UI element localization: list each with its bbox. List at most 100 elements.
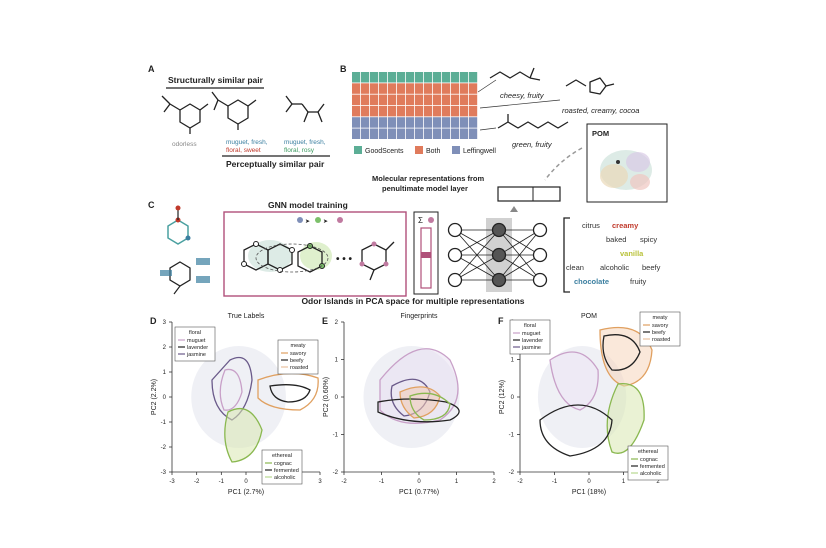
network-edge	[454, 254, 500, 281]
waffle-cell	[361, 105, 370, 117]
y-tick-label: 0	[335, 395, 339, 401]
legend-box	[627, 445, 669, 481]
molecule-cheesy-fruity	[489, 67, 541, 81]
readout-node	[428, 217, 434, 223]
odor-island-contour	[224, 407, 263, 463]
waffle-cell	[388, 72, 397, 83]
pom-inset-label: POM	[592, 129, 609, 138]
odor-island-contour	[599, 326, 653, 387]
waffle-cell	[352, 128, 361, 139]
plot-title: POM	[581, 313, 597, 320]
up-arrow	[510, 206, 518, 212]
y-tick-label: -1	[509, 433, 515, 439]
waffle-cell	[406, 105, 415, 117]
waffle-cell	[451, 72, 460, 83]
odor-island-contour	[379, 348, 459, 424]
legend-item: jasmine	[186, 352, 206, 358]
waffle-cell	[379, 72, 388, 83]
panel-b-legend: GoodScents Both Leffingwell	[354, 146, 496, 155]
legend-item: cognac	[274, 461, 292, 467]
network-edge	[498, 229, 541, 281]
waffle-cell	[406, 117, 415, 128]
molecule-muguet-sweet	[211, 91, 257, 130]
odor-word: creamy	[612, 221, 639, 230]
network-edge	[454, 229, 500, 281]
x-tick-label: 2	[656, 479, 660, 485]
molecule-odorless	[161, 95, 209, 134]
odor-island-contour	[602, 334, 641, 371]
representation-title-2: penultimate model layer	[382, 184, 468, 193]
waffle-cell	[451, 117, 460, 128]
molecule-muguet-sweet-line1-word: muguet, fresh,	[226, 139, 268, 146]
waffle-cell	[460, 117, 469, 128]
odor-word: chocolate	[574, 277, 609, 286]
y-tick-label: 0	[511, 395, 515, 401]
legend-label: Both	[426, 148, 441, 155]
x-tick-label: 1	[455, 479, 459, 485]
waffle-cell	[469, 94, 478, 106]
waffle-cell	[361, 117, 370, 128]
legend-box	[174, 326, 216, 362]
waffle-cell	[361, 72, 370, 83]
legend-item: roasted	[290, 365, 308, 371]
ellipsis-dots: • • •	[336, 254, 353, 265]
x-tick-label: -2	[341, 479, 347, 485]
waffle-cell	[424, 94, 433, 106]
waffle-cell	[397, 117, 406, 128]
odor-word: vanilla	[620, 249, 644, 258]
message-passing-ellipse	[255, 243, 329, 273]
legend-title: floral	[189, 330, 201, 336]
y-tick-label: -1	[161, 420, 167, 426]
odor-word: citrus	[582, 221, 600, 230]
waffle-cell	[379, 117, 388, 128]
waffle-cell	[388, 128, 397, 139]
y-axis-label: PC2 (2.2%)	[151, 379, 158, 415]
y-tick-label: -2	[509, 470, 515, 476]
waffle-cell	[451, 83, 460, 94]
y-tick-label: 0	[163, 395, 167, 401]
odor-word: fruity	[630, 277, 647, 286]
sum-symbol: Σ	[418, 216, 423, 225]
legend-item: jasmine	[521, 345, 541, 351]
legend-item: beefy	[652, 330, 666, 336]
waffle-cell	[433, 105, 442, 117]
x-axis-label: PC1 (2.7%)	[228, 489, 264, 496]
pca-plot-e: E Fingerprints -2 -1 0 1 2 2 1 0 -1 -2 PC1 (0.77%) PC…	[322, 313, 496, 496]
legend-item: savory	[290, 351, 306, 357]
pom-dashed-arrow	[544, 147, 583, 181]
waffle-cell	[424, 83, 433, 94]
waffle-cell	[460, 105, 469, 117]
waffle-cell	[415, 72, 424, 83]
odor-island-contour	[549, 351, 599, 411]
waffle-cell	[433, 117, 442, 128]
odor-word: baked	[606, 235, 626, 244]
panel-a: A Structurally similar pair odorless mug…	[148, 64, 330, 169]
label-green-fruity: green, fruity	[512, 140, 553, 149]
network-edge	[498, 254, 541, 281]
waffle-cell	[379, 128, 388, 139]
waffle-cell	[460, 94, 469, 106]
legend-box	[509, 319, 551, 355]
odor-island-contour	[211, 356, 253, 421]
y-tick-label: -1	[333, 433, 339, 439]
waffle-cell	[406, 128, 415, 139]
plot-letter: D	[150, 316, 157, 326]
y-tick-label: 1	[511, 358, 515, 364]
x-tick-label: 2	[492, 479, 496, 485]
x-tick-label: -1	[379, 479, 385, 485]
waffle-cell	[415, 83, 424, 94]
y-tick-label: -3	[161, 470, 167, 476]
waffle-cell	[352, 117, 361, 128]
molecule-green-fruity	[497, 114, 569, 129]
gnn-graph-left	[241, 240, 295, 273]
plot-title: True Labels	[228, 313, 265, 320]
legend-title: meaty	[291, 343, 306, 349]
waffle-cell	[469, 72, 478, 83]
legend-item: roasted	[652, 337, 670, 343]
legend-swatch	[415, 146, 423, 154]
y-tick-label: 1	[163, 370, 167, 376]
network-node	[532, 272, 548, 288]
